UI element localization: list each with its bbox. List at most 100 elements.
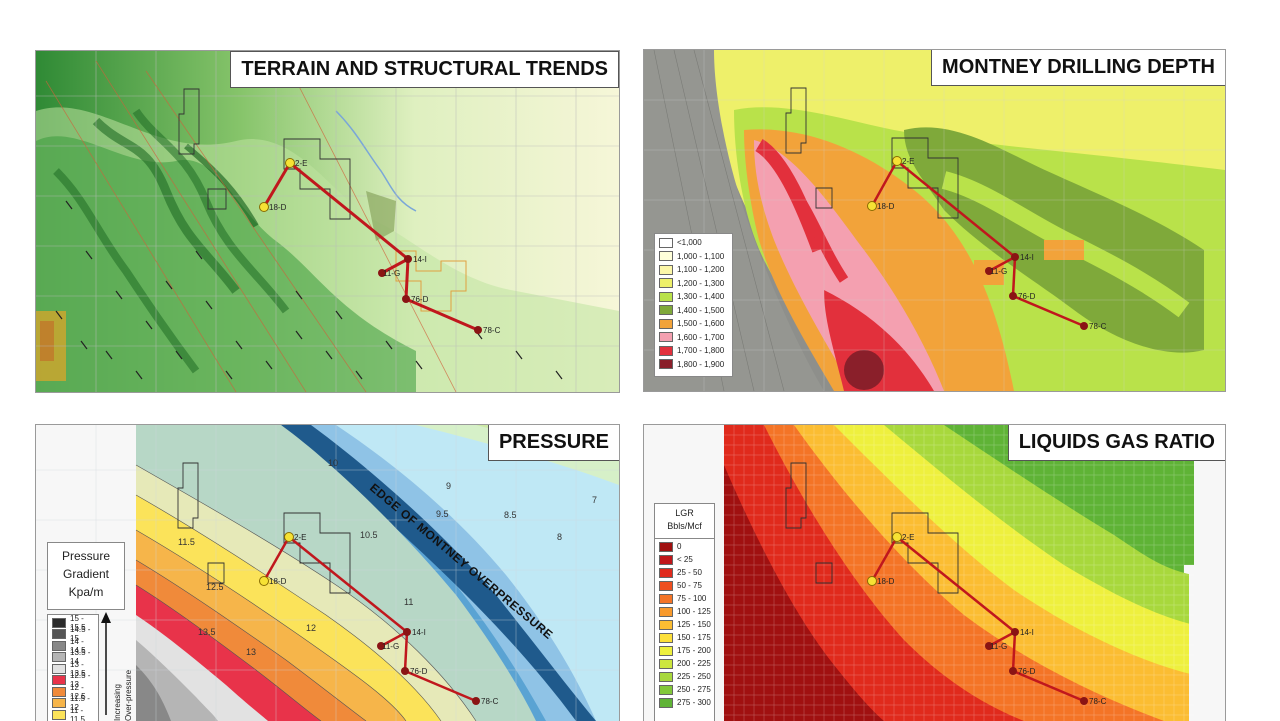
lgr-legend-label: 200 - 225 [677,659,711,668]
lgr-legend-title-box: LGR Bbls/Mcf [654,503,715,540]
pressure-legend-swatch [52,617,66,628]
well-2-E-marker[interactable] [892,532,902,542]
well-76-D-label: 76-D [1018,292,1036,301]
pressure-legend-swatch [52,709,66,720]
pressure-legend-title-box: Pressure Gradient Kpa/m [47,542,125,610]
lgr-legend-row: 150 - 175 [655,631,714,644]
well-2-E-marker[interactable] [284,532,294,542]
depth-legend-swatch [659,318,673,329]
lgr-legend-row: 75 - 100 [655,592,714,605]
contour-label: 8.5 [504,510,517,520]
pressure-legend-label: 11 - 11.5 [70,705,85,721]
lgr-panel: 2-E 18-D 14-I 11-G 76-D 78-C LIQUIDS GAS… [643,424,1226,721]
well-76-D-marker[interactable] [402,295,410,303]
depth-legend-label: 1,300 - 1,400 [677,292,725,302]
contour-label: 11 [404,597,413,607]
depth-legend-row: 1,800 - 1,900 [655,358,732,372]
well-76-D-label: 76-D [410,667,428,676]
lgr-legend-label: 175 - 200 [677,646,711,655]
well-11-G-marker[interactable] [378,269,386,277]
overpressure-arrow: Increasing Over-pressure [101,612,133,721]
well-78-C-label: 78-C [483,326,501,335]
pressure-legend-swatch [52,663,66,674]
lgr-map: 2-E 18-D 14-I 11-G 76-D 78-C [644,425,1225,721]
well-14-I-marker[interactable] [1011,628,1019,636]
well-14-I-marker[interactable] [404,255,412,263]
lgr-legend-swatch [659,684,673,695]
well-78-C-marker[interactable] [1080,697,1088,705]
depth-map: 2-E 18-D 14-I 11-G 76-D 78-C [644,50,1225,391]
contour-label: 10.5 [360,530,378,540]
contour-label: 11.5 [178,537,195,547]
well-18-D-marker[interactable] [867,576,877,586]
well-76-D-label: 76-D [411,295,429,304]
lgr-panel-title: LIQUIDS GAS RATIO [1007,425,1225,461]
lgr-legend-swatch [659,632,673,643]
depth-legend-swatch [659,278,673,289]
lgr-legend-swatch [659,645,673,656]
contour-label: 7 [592,495,597,505]
lgr-legend-swatch [659,697,673,708]
well-14-I-marker[interactable] [403,628,411,636]
pressure-legend-row: 12.5 - 13 [48,671,98,689]
depth-legend-row: <1,000 [655,236,732,250]
well-11-G-marker[interactable] [985,642,993,650]
lgr-legend-title-line: LGR [675,508,694,518]
lgr-legend-row: 200 - 225 [655,657,714,670]
well-11-G-label: 11-G [383,269,400,278]
pressure-legend-label: 11.5 - 12 [70,694,90,713]
depth-legend-row: 1,200 - 1,300 [655,277,732,291]
lgr-legend-row: 100 - 125 [655,605,714,618]
increasing-label: Increasing [113,684,122,721]
pressure-legend-label: 14 - 14.5 [70,636,86,655]
lgr-legend-row: 250 - 275 [655,683,714,696]
lgr-legend-swatch [659,593,673,604]
lgr-legend-swatch [659,658,673,669]
contour-label: 13.5 [198,627,216,637]
lgr-legend-label: 275 - 300 [677,698,711,707]
well-14-I-marker[interactable] [1011,253,1019,261]
pressure-legend-row: 15 - 15.5 [48,614,98,632]
lgr-legend-swatch [659,606,673,617]
well-76-D-marker[interactable] [1009,667,1017,675]
pressure-legend-swatch [52,686,66,697]
pressure-legend-title-line: Pressure [61,549,111,563]
pressure-legend-swatch [52,675,66,686]
well-78-C-label: 78-C [1089,697,1107,706]
lgr-legend-row: 25 - 50 [655,566,714,579]
depth-panel: 2-E 18-D 14-I 11-G 76-D 78-C MONTNEY DRI… [643,49,1226,392]
well-14-I-label: 14-I [413,255,427,264]
lgr-legend-swatch [659,554,673,565]
well-11-G-marker[interactable] [377,642,385,650]
well-11-G-marker[interactable] [985,267,993,275]
depth-legend-swatch [659,345,673,356]
depth-legend-swatch [659,251,673,262]
well-78-C-marker[interactable] [472,697,480,705]
pressure-legend-title-line: Gradient [62,567,110,581]
depth-legend-label: 1,400 - 1,500 [677,305,725,315]
well-78-C-marker[interactable] [1080,322,1088,330]
lgr-legend-label: 100 - 125 [677,607,711,616]
terrain-map: 2-E 18-D 14-I 11-G 76-D 78-C [36,51,619,392]
well-76-D-marker[interactable] [1009,292,1017,300]
depth-legend-row: 1,600 - 1,700 [655,331,732,345]
contour-label: 12.5 [206,582,224,592]
well-2-E-label: 2-E [902,157,914,166]
contour-label: 12 [306,623,316,633]
well-76-D-marker[interactable] [401,667,409,675]
well-18-D-marker[interactable] [259,202,269,212]
well-2-E-marker[interactable] [892,156,902,166]
depth-legend-swatch [659,359,673,370]
lgr-legend-row: < 25 [655,553,714,566]
depth-legend-label: <1,000 [677,238,702,248]
pressure-panel-title: PRESSURE [487,425,619,461]
depth-legend-label: 1,200 - 1,300 [677,278,725,288]
well-78-C-marker[interactable] [474,326,482,334]
well-18-D-marker[interactable] [259,576,269,586]
well-2-E-marker[interactable] [285,158,295,168]
depth-legend-swatch [659,332,673,343]
well-18-D-marker[interactable] [867,201,877,211]
lgr-legend-label: 0 [677,542,682,551]
pressure-legend-row: 11 - 11.5 [48,705,98,721]
lgr-legend-label: 75 - 100 [677,594,707,603]
